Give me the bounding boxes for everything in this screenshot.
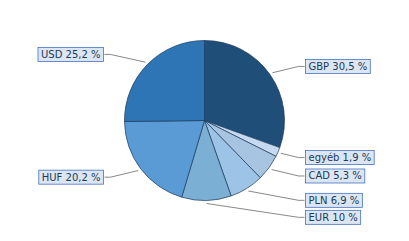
leader-line: [105, 54, 146, 62]
slice-label: egyéb 1,9 %: [309, 152, 372, 163]
pie-slice: [124, 41, 204, 122]
leader-line: [281, 153, 305, 157]
label-box: [306, 193, 363, 207]
label-box: [39, 170, 104, 184]
slice-label: EUR 10 %: [309, 212, 358, 223]
leader-line: [207, 203, 305, 217]
label-box: [306, 151, 375, 165]
slice-label: HUF 20,2 %: [42, 172, 101, 183]
leader-line: [248, 191, 304, 200]
pie-slice: [125, 121, 205, 198]
leader-line: [271, 169, 304, 175]
pie: [124, 41, 284, 201]
slice-label: PLN 6,9 %: [309, 195, 360, 206]
labels: GBP 30,5 % egyéb 1,9 % CAD 5,3 % PLN 6,9 % E…: [38, 47, 374, 224]
label-box: [38, 47, 104, 61]
chart: GBP 30,5 % egyéb 1,9 % CAD 5,3 % PLN 6,9 % E…: [0, 0, 409, 241]
label-box: [306, 59, 371, 73]
leader-line: [105, 171, 139, 178]
slice-label: USD 25,2 %: [41, 49, 101, 60]
slice-label: CAD 5,3 %: [309, 170, 362, 181]
label-box: [306, 169, 365, 183]
leader-line: [272, 66, 304, 72]
label-box: [306, 210, 361, 224]
slice-label: GBP 30,5 %: [309, 61, 368, 72]
